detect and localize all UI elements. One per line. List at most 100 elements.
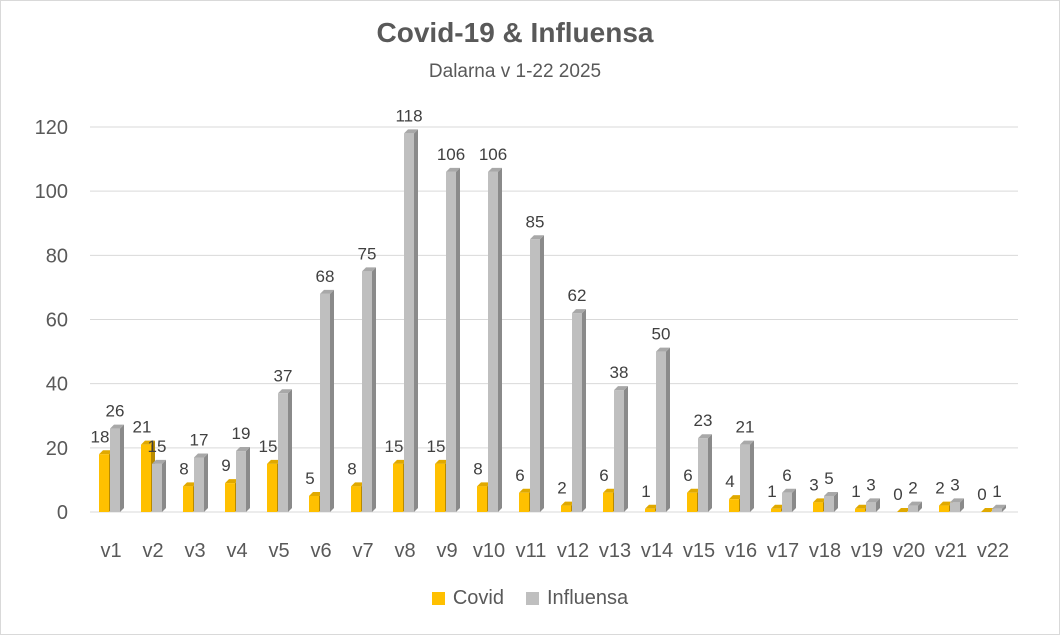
data-label-influensa: 3 xyxy=(950,475,959,494)
data-label-influensa: 21 xyxy=(736,418,755,437)
data-label-covid: 3 xyxy=(809,475,818,494)
legend-item-influensa: Influensa xyxy=(525,587,629,610)
x-tick-label: v11 xyxy=(516,540,547,562)
data-label-covid: 0 xyxy=(977,485,986,504)
data-label-influensa: 23 xyxy=(694,411,713,430)
x-tick-label: v9 xyxy=(436,540,457,562)
bar-influensa-v12 xyxy=(572,309,586,512)
data-label-covid: 2 xyxy=(935,479,944,498)
x-tick-label: v19 xyxy=(851,540,883,562)
legend: Covid Influensa xyxy=(0,587,1060,610)
data-label-covid: 8 xyxy=(347,459,356,478)
data-label-covid: 15 xyxy=(385,437,404,456)
y-tick-label: 40 xyxy=(46,374,68,396)
x-tick-label: v8 xyxy=(394,540,415,562)
bar-influensa-v7 xyxy=(362,267,376,512)
y-tick-label: 60 xyxy=(46,310,68,332)
data-label-influensa: 5 xyxy=(824,469,833,488)
bar-influensa-v18 xyxy=(824,491,838,512)
data-label-influensa: 15 xyxy=(148,437,167,456)
y-tick-label: 120 xyxy=(35,117,68,139)
data-label-covid: 4 xyxy=(725,472,734,491)
x-tick-label: v21 xyxy=(935,540,967,562)
bar-influensa-v11 xyxy=(530,235,544,512)
bar-covid-v20 xyxy=(897,508,911,512)
legend-label-influensa: Influensa xyxy=(546,587,629,609)
data-label-covid: 15 xyxy=(259,437,278,456)
data-label-covid: 1 xyxy=(851,482,860,501)
bar-influensa-v21 xyxy=(950,498,964,512)
bar-influensa-v4 xyxy=(236,447,250,512)
bar-influensa-v15 xyxy=(698,434,712,512)
bar-influensa-v22 xyxy=(992,504,1006,512)
data-label-influensa: 37 xyxy=(274,366,293,385)
data-label-influensa: 26 xyxy=(106,402,125,421)
data-label-covid: 2 xyxy=(557,479,566,498)
x-tick-label: v7 xyxy=(352,540,373,562)
data-label-influensa: 106 xyxy=(437,145,465,164)
x-tick-label: v13 xyxy=(599,540,631,562)
bar-influensa-v10 xyxy=(488,167,502,512)
data-label-covid: 6 xyxy=(599,466,608,485)
data-label-covid: 1 xyxy=(767,482,776,501)
x-tick-label: v10 xyxy=(473,540,505,562)
x-tick-label: v12 xyxy=(557,540,589,562)
chart-title: Covid-19 & Influensa xyxy=(376,17,654,48)
x-tick-label: v1 xyxy=(100,540,121,562)
y-tick-label: 100 xyxy=(35,181,68,203)
x-tick-label: v17 xyxy=(767,540,799,562)
x-tick-label: v5 xyxy=(268,540,289,562)
data-label-covid: 6 xyxy=(683,466,692,485)
data-label-covid: 18 xyxy=(91,427,110,446)
y-tick-label: 80 xyxy=(46,245,68,267)
data-label-covid: 9 xyxy=(221,456,230,475)
bar-influensa-v6 xyxy=(320,289,334,512)
x-tick-label: v6 xyxy=(310,540,331,562)
data-label-covid: 0 xyxy=(893,485,902,504)
data-label-influensa: 6 xyxy=(782,466,791,485)
bar-influensa-v14 xyxy=(656,347,670,512)
bar-influensa-v1 xyxy=(110,424,124,512)
bar-influensa-v17 xyxy=(782,488,796,512)
data-label-covid: 15 xyxy=(427,437,446,456)
data-label-influensa: 68 xyxy=(316,267,335,286)
data-label-covid: 5 xyxy=(305,469,314,488)
legend-label-covid: Covid xyxy=(452,587,504,609)
x-tick-label: v18 xyxy=(809,540,841,562)
legend-item-covid: Covid xyxy=(431,587,504,610)
y-tick-label: 20 xyxy=(46,438,68,460)
bar-covid-v22 xyxy=(981,508,995,512)
x-tick-label: v15 xyxy=(683,540,715,562)
x-tick-label: v3 xyxy=(184,540,205,562)
y-tick-label: 0 xyxy=(57,502,68,524)
bar-influensa-v9 xyxy=(446,167,460,512)
legend-swatch-covid xyxy=(431,592,445,605)
bar-influensa-v16 xyxy=(740,440,754,512)
data-label-influensa: 17 xyxy=(190,430,209,449)
data-label-influensa: 1 xyxy=(992,482,1001,501)
data-label-covid: 1 xyxy=(641,482,650,501)
data-label-influensa: 118 xyxy=(395,106,422,125)
bar-influensa-v8 xyxy=(404,129,418,512)
chart-subtitle: Dalarna v 1-22 2025 xyxy=(428,61,602,82)
x-tick-label: v20 xyxy=(893,540,925,562)
data-label-covid: 8 xyxy=(473,459,482,478)
x-tick-label: v2 xyxy=(142,540,163,562)
data-label-influensa: 50 xyxy=(652,325,671,344)
x-tick-label: v14 xyxy=(641,540,673,562)
bar-influensa-v13 xyxy=(614,386,628,512)
bar-influensa-v5 xyxy=(278,389,292,512)
data-label-influensa: 38 xyxy=(610,363,629,382)
data-label-influensa: 85 xyxy=(526,212,545,231)
data-label-influensa: 75 xyxy=(358,244,377,263)
data-label-influensa: 2 xyxy=(908,479,917,498)
x-tick-label: v4 xyxy=(226,540,247,562)
data-label-covid: 6 xyxy=(515,466,524,485)
legend-swatch-influensa xyxy=(525,592,539,605)
x-tick-label: v16 xyxy=(725,540,757,562)
bar-influensa-v19 xyxy=(866,498,880,512)
data-label-covid: 8 xyxy=(179,459,188,478)
data-label-influensa: 106 xyxy=(479,145,507,164)
bar-influensa-v2 xyxy=(152,459,166,512)
